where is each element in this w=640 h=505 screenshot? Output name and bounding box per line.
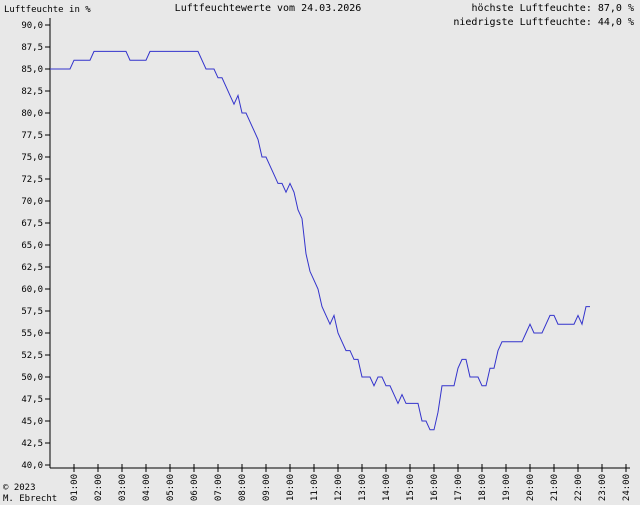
y-tick-label: 47,5 [21,395,43,405]
x-tick-label: 11:00 [310,474,320,501]
max-text: höchste Luftfeuchte: 87,0 % [471,3,634,14]
x-tick-label: 07:00 [214,474,224,501]
x-tick-label: 18:00 [478,474,488,501]
y-tick-label: 82,5 [21,87,43,97]
y-tick-label: 40,0 [21,461,43,471]
copyright: © 2023 [3,483,36,493]
x-tick-label: 03:00 [118,474,128,501]
x-tick-label: 19:00 [502,474,512,501]
x-tick-label: 17:00 [454,474,464,501]
min-text: niedrigste Luftfeuchte: 44,0 % [453,17,634,28]
y-tick-label: 75,0 [21,153,43,163]
y-tick-label: 70,0 [21,197,43,207]
y-tick-label: 80,0 [21,109,43,119]
y-tick-label: 65,0 [21,241,43,251]
x-tick-label: 20:00 [526,474,536,501]
y-tick-label: 90,0 [21,21,43,31]
x-tick-label: 08:00 [238,474,248,501]
x-tick-label: 01:00 [70,474,80,501]
y-tick-label: 77,5 [21,131,43,141]
x-tick-label: 15:00 [406,474,416,501]
x-tick-label: 22:00 [574,474,584,501]
y-axis-label: Luftfeuchte in % [4,5,91,15]
y-tick-label: 87,5 [21,43,43,53]
y-tick-label: 42,5 [21,439,43,449]
x-tick-label: 05:00 [166,474,176,501]
y-tick-label: 52,5 [21,351,43,361]
author: M. Ebrecht [3,494,57,504]
x-tick-label: 24:00 [622,474,632,501]
y-tick-label: 72,5 [21,175,43,185]
y-tick-label: 60,0 [21,285,43,295]
y-tick-label: 85,0 [21,65,43,75]
x-tick-label: 06:00 [190,474,200,501]
x-tick-label: 09:00 [262,474,272,501]
y-tick-label: 50,0 [21,373,43,383]
x-tick-label: 23:00 [598,474,608,501]
x-tick-label: 04:00 [142,474,152,501]
y-tick-label: 57,5 [21,307,43,317]
x-tick-label: 02:00 [94,474,104,501]
y-tick-label: 62,5 [21,263,43,273]
y-tick-label: 67,5 [21,219,43,229]
x-tick-label: 10:00 [286,474,296,501]
chart-title: Luftfeuchtewerte vom 24.03.2026 [175,3,362,14]
y-tick-label: 45,0 [21,417,43,427]
x-tick-label: 16:00 [430,474,440,501]
data-line [50,50,590,431]
x-tick-label: 21:00 [550,474,560,501]
x-tick-label: 14:00 [382,474,392,501]
y-tick-label: 55,0 [21,329,43,339]
x-tick-label: 12:00 [334,474,344,501]
x-tick-label: 13:00 [358,474,368,501]
